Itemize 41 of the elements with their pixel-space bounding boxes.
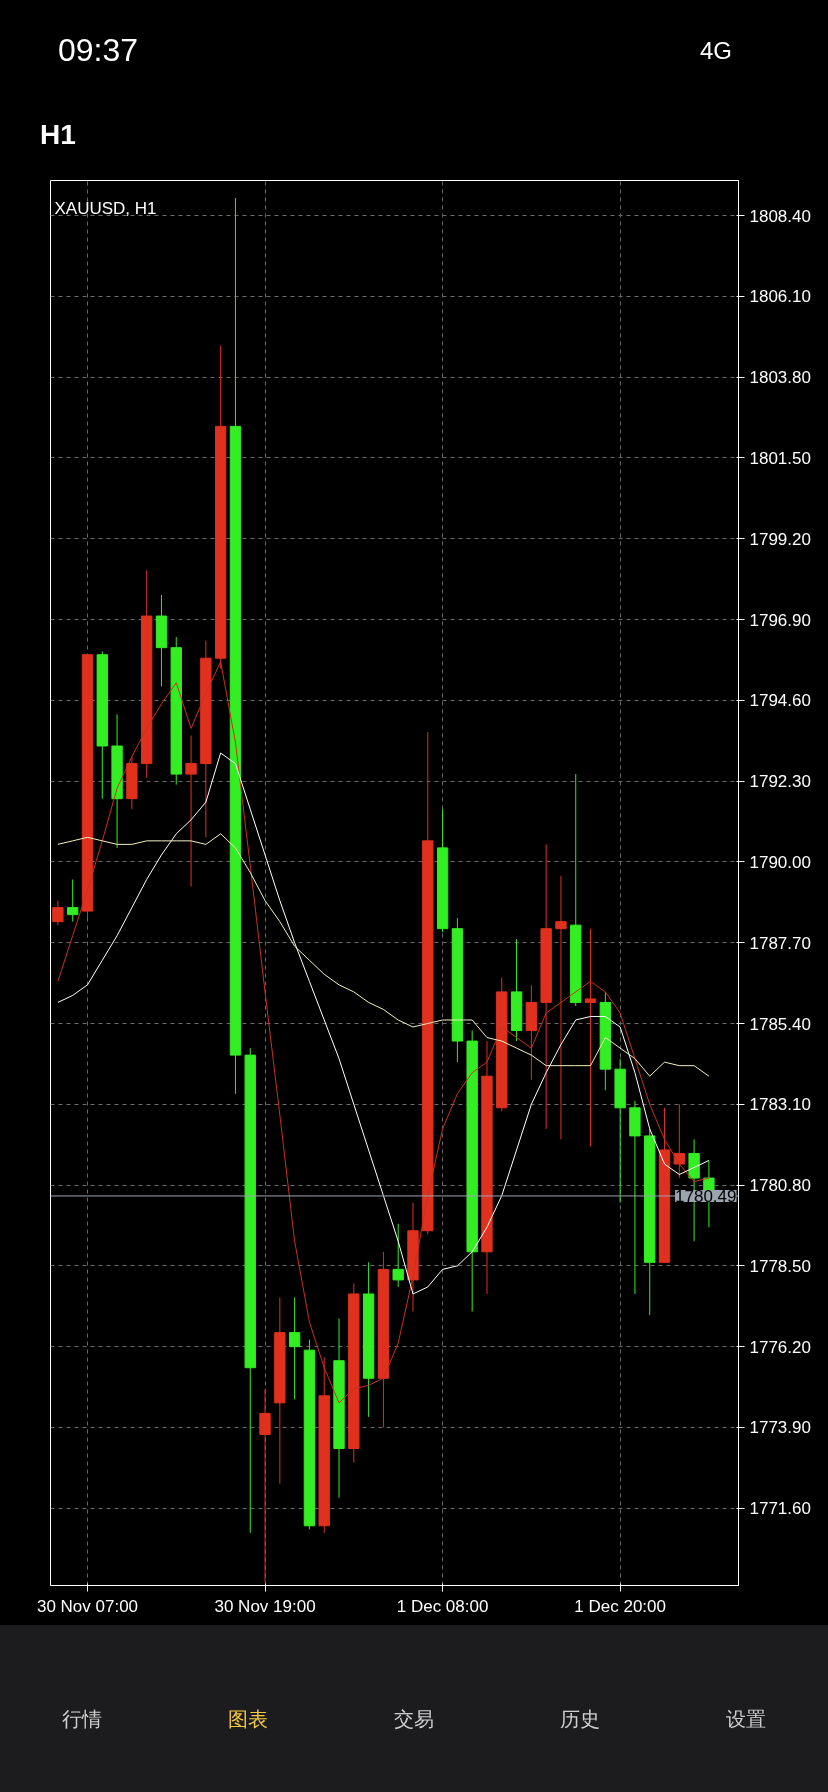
candlestick (288, 1296, 301, 1400)
candlestick (555, 875, 567, 1140)
text: XAUUSD, H1 (54, 198, 157, 218)
candlestick (259, 1388, 271, 1583)
y-tick-label: 1806.10 (749, 287, 811, 307)
y-tick-label: 1808.40 (749, 206, 811, 226)
y-tick-label: 1801.50 (749, 448, 811, 468)
text: 09:37 (58, 31, 139, 70)
text: 交易 (393, 1707, 435, 1732)
y-tick-label: 1778.50 (749, 1256, 811, 1276)
y-tick-label: 1780.80 (749, 1176, 811, 1196)
text: 行情 (61, 1707, 103, 1732)
y-tick-label: 1790.00 (749, 852, 811, 872)
text: H1 (40, 118, 76, 152)
y-tick-label: 1796.90 (749, 610, 811, 630)
x-tick-label: 1 Dec 08:00 (396, 1596, 489, 1616)
y-tick-label: 1785.40 (749, 1014, 811, 1034)
y-tick-label: 1794.60 (749, 691, 811, 711)
text: 设置 (725, 1707, 767, 1732)
candlestick (673, 1103, 685, 1179)
y-tick-label: 1792.30 (749, 772, 811, 792)
y-tick-label: 1783.10 (749, 1095, 811, 1115)
x-tick-label: 30 Nov 07:00 (36, 1596, 139, 1616)
candlestick (67, 878, 79, 923)
y-tick-label: 1803.80 (749, 368, 811, 388)
candlestick (584, 928, 597, 1147)
candlestick (52, 900, 64, 926)
y-tick-label: 1773.90 (749, 1418, 811, 1438)
text: 4G (700, 36, 733, 66)
ref-line-label: 1780.49 (675, 1186, 737, 1206)
x-tick-label: 1 Dec 20:00 (574, 1596, 666, 1616)
x-tick-label: 30 Nov 19:00 (214, 1596, 316, 1616)
candlestick (185, 734, 197, 888)
text: 图表 (227, 1707, 269, 1732)
y-tick-label: 1799.20 (749, 529, 811, 549)
y-tick-label: 1776.20 (749, 1337, 811, 1357)
y-tick-label: 1771.60 (749, 1499, 811, 1519)
y-tick-label: 1787.70 (749, 933, 811, 953)
text: 历史 (559, 1707, 601, 1732)
line-series (57, 833, 710, 1077)
candlestick (392, 1223, 404, 1288)
